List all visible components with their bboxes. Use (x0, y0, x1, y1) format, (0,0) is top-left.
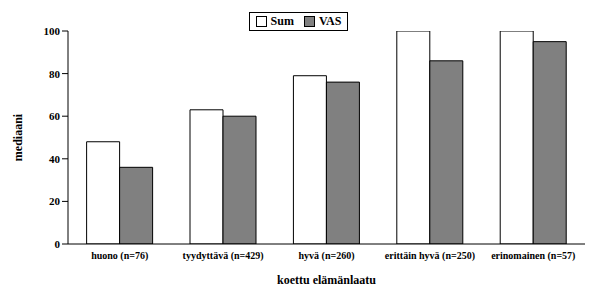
svg-text:40: 40 (49, 153, 61, 165)
svg-text:hyvä (n=260): hyvä (n=260) (299, 250, 355, 262)
svg-text:erittäin hyvä (n=250): erittäin hyvä (n=250) (385, 250, 475, 262)
svg-text:mediaani: mediaani (11, 113, 25, 161)
svg-text:80: 80 (49, 68, 61, 80)
svg-text:100: 100 (44, 25, 61, 37)
svg-text:60: 60 (49, 110, 61, 122)
html-text:Sum: Sum (270, 14, 294, 28)
svg-text:erinomainen (n=57): erinomainen (n=57) (491, 250, 575, 262)
svg-text:huono (n=76): huono (n=76) (91, 250, 148, 262)
svg-text:20: 20 (49, 195, 61, 207)
svg-text:koettu elämänlaatu: koettu elämänlaatu (277, 273, 376, 287)
svg-text:tyydyttävä (n=429): tyydyttävä (n=429) (183, 250, 264, 262)
html-text:VAS: VAS (318, 14, 342, 28)
svg-text:0: 0 (55, 238, 61, 250)
